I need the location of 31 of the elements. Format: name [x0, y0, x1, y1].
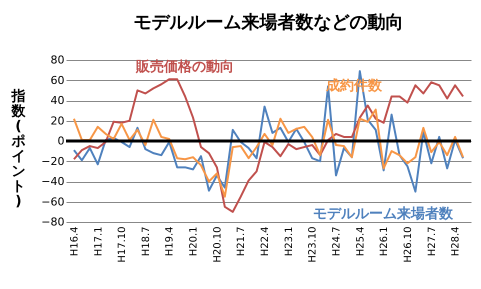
- y-tick-label: 40: [50, 94, 64, 107]
- y-tick-label: −20: [41, 154, 64, 168]
- x-tick-label: H25.4: [355, 226, 366, 256]
- x-tick-label: H20.1: [188, 226, 200, 256]
- y-tick-label: 80: [50, 54, 64, 66]
- x-tick-label: H19.4: [164, 226, 176, 256]
- series-label: 販売価格の動向: [135, 59, 234, 75]
- x-tick-label: H28.4: [450, 226, 462, 256]
- y-tick-label: 20: [50, 114, 64, 128]
- y-tick-label: −80: [41, 216, 64, 228]
- x-tick-label: H27.7: [426, 226, 438, 256]
- x-tick-label: H23.1: [284, 226, 295, 256]
- x-tick-label: H24.7: [332, 226, 342, 256]
- x-tick-label: H26.10: [402, 226, 414, 263]
- x-tick-label: H18.7: [140, 226, 152, 256]
- text: モデルルーム来場者数: [313, 206, 454, 222]
- x-tick-label: H26.1: [379, 226, 390, 256]
- y-tick-label: 60: [50, 74, 64, 87]
- x-tick-label: H21.7: [236, 226, 248, 256]
- x-tick-label: H20.10: [212, 226, 224, 263]
- x-tick-label: H16.4: [69, 226, 80, 256]
- y-tick-label: 0: [58, 134, 64, 148]
- y-tick-label: −60: [41, 195, 64, 208]
- x-tick-label: H23.10: [308, 226, 319, 263]
- line-series: [72, 108, 464, 198]
- y-tick-label: −40: [41, 175, 64, 188]
- chart-title: モデルルーム来場者数などの動向: [134, 12, 404, 33]
- x-tick-label: H22.4: [260, 226, 272, 256]
- x-tick-label: H17.1: [93, 226, 104, 256]
- x-tick-label: H17.10: [117, 226, 128, 263]
- y-axis-title: 指数(ポイント): [10, 88, 26, 210]
